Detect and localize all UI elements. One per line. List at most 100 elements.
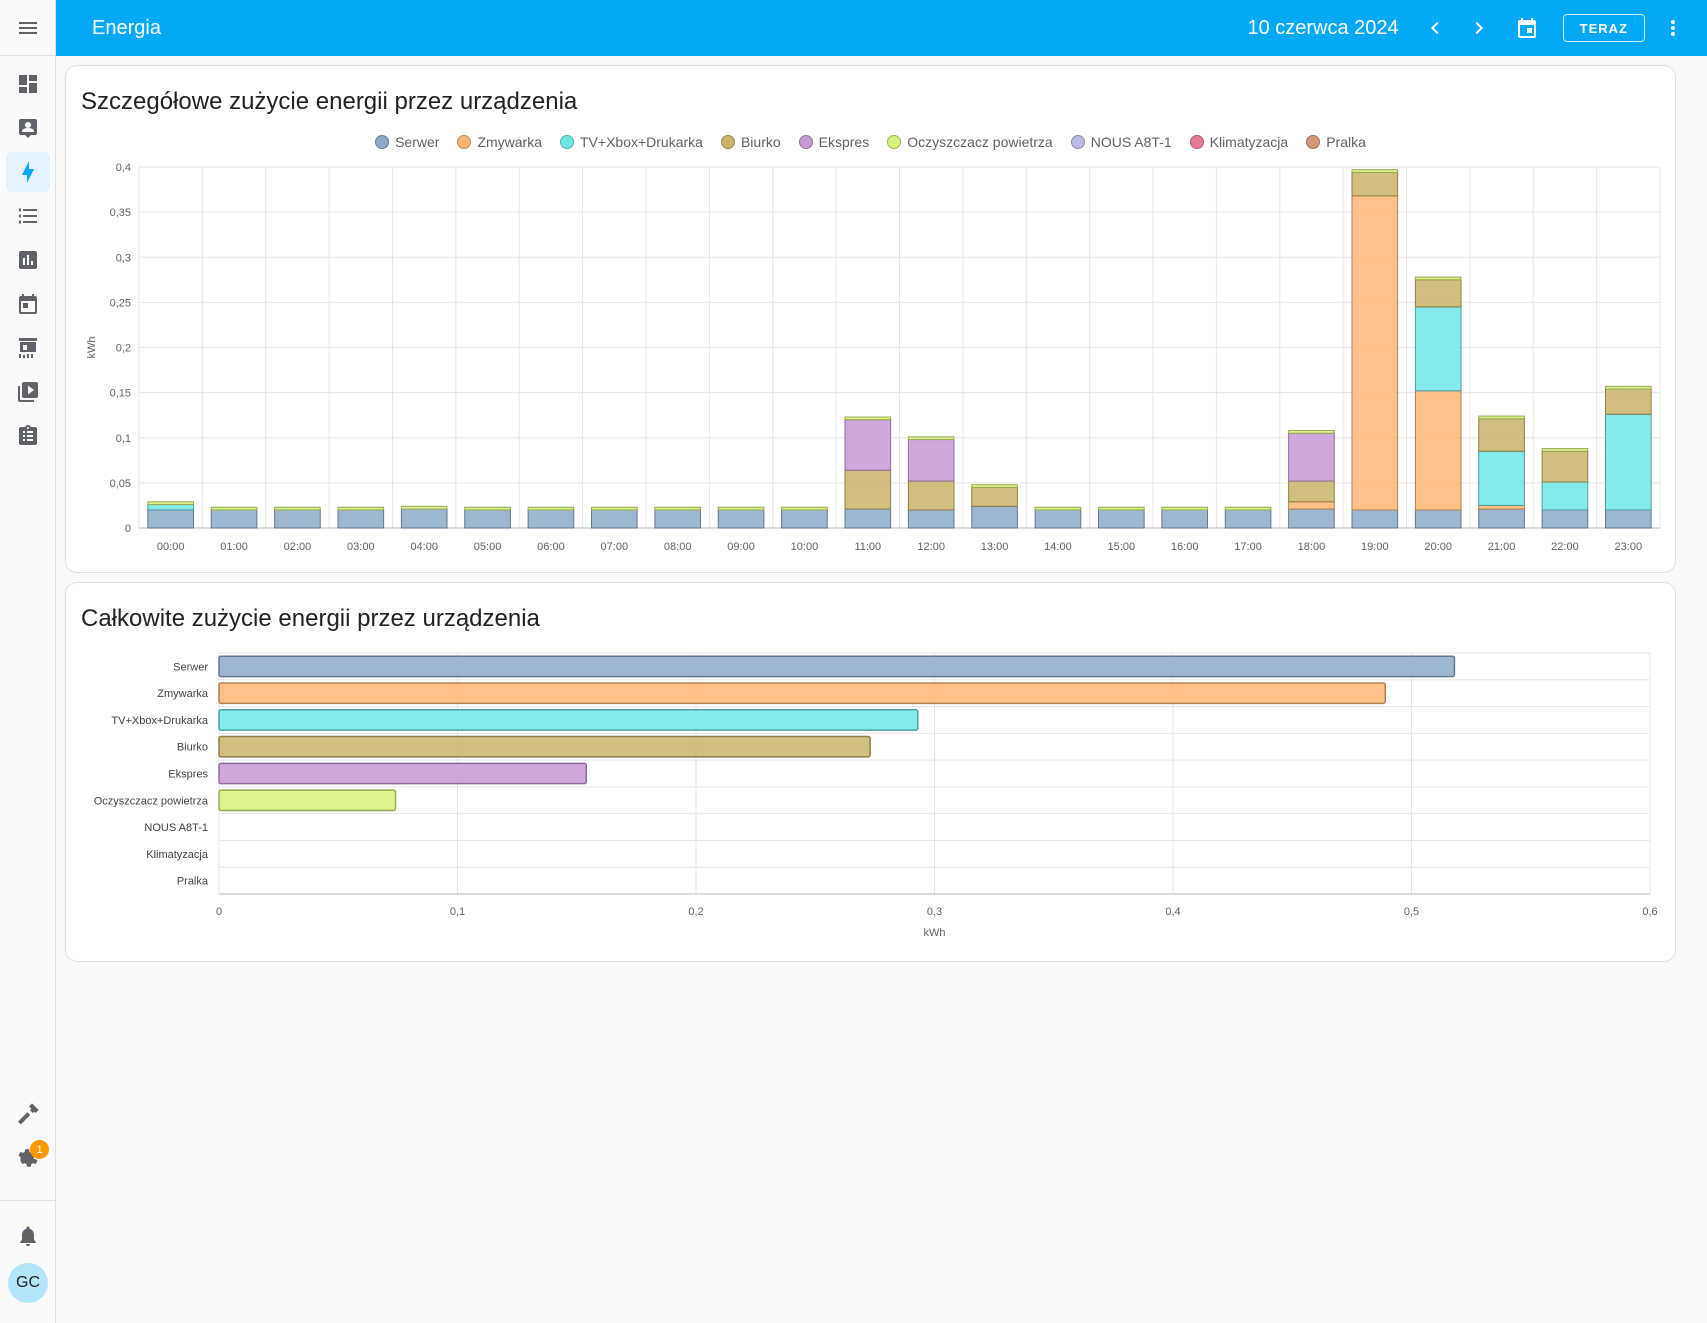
bar-oczyszczacz-powietrza-2100[interactable]	[1478, 415, 1525, 420]
bar-tv-xbox-drukarka-0000[interactable]	[147, 504, 195, 511]
bar-oczyszczacz-powietrza-0500[interactable]	[464, 506, 511, 511]
bar-biurko-1100[interactable]	[844, 469, 892, 510]
bar-serwer-1500[interactable]	[1097, 509, 1145, 529]
bar-oczyszczacz-powietrza-1500[interactable]	[1097, 506, 1145, 511]
bar-oczyszczacz-powietrza-1400[interactable]	[1034, 506, 1082, 511]
now-button[interactable]: TERAZ	[1562, 14, 1645, 42]
sidebar-item-developer-tools[interactable]	[6, 1094, 50, 1134]
bar-serwer-1600[interactable]	[1161, 509, 1209, 529]
bar-zmywarka-2100[interactable]	[1478, 504, 1525, 510]
bar-ekspres[interactable]	[218, 762, 588, 785]
next-period-button[interactable]	[1457, 6, 1501, 50]
sidebar-item-map[interactable]	[6, 108, 50, 148]
bar-oczyszczacz-powietrza-2200[interactable]	[1541, 448, 1589, 452]
bar-serwer-0400[interactable]	[400, 508, 448, 529]
bar-oczyszczacz-powietrza-1700[interactable]	[1224, 506, 1272, 511]
user-avatar[interactable]: GC	[8, 1263, 48, 1303]
bar-serwer-0500[interactable]	[464, 509, 511, 529]
bar-zmywarka-1900[interactable]	[1351, 195, 1399, 511]
legend-item-zmywarka[interactable]: Zmywarka	[457, 134, 542, 150]
bar-serwer[interactable]	[218, 655, 1456, 678]
bar-oczyszczacz-powietrza-1100[interactable]	[844, 416, 892, 421]
bar-oczyszczacz-powietrza-0400[interactable]	[400, 505, 448, 510]
bar-oczyszczacz-powietrza-1200[interactable]	[907, 436, 955, 441]
bar-serwer-2200[interactable]	[1541, 509, 1589, 529]
legend-item-tv-xbox-drukarka[interactable]: TV+Xbox+Drukarka	[560, 134, 703, 150]
bar-tv-xbox-drukarka-2200[interactable]	[1541, 481, 1589, 511]
bar-serwer-1200[interactable]	[907, 509, 955, 529]
legend-item-klimatyzacja[interactable]: Klimatyzacja	[1189, 134, 1288, 150]
legend-item-serwer[interactable]: Serwer	[375, 134, 439, 150]
overflow-menu-button[interactable]	[1651, 6, 1695, 50]
bar-oczyszczacz-powietrza-0700[interactable]	[590, 506, 638, 511]
bar-serwer-1900[interactable]	[1351, 509, 1399, 529]
bar-tv-xbox-drukarka-2000[interactable]	[1414, 306, 1462, 392]
bar-zmywarka[interactable]	[218, 682, 1387, 705]
sidebar-item-logbook[interactable]	[6, 196, 50, 236]
bar-oczyszczacz-powietrza-0300[interactable]	[337, 506, 385, 511]
bar-serwer-2000[interactable]	[1414, 509, 1462, 529]
legend-item-ekspres[interactable]: Ekspres	[798, 134, 869, 150]
bar-serwer-1100[interactable]	[844, 508, 892, 529]
bar-biurko[interactable]	[218, 735, 871, 758]
bar-serwer-0000[interactable]	[147, 509, 195, 529]
date-picker-button[interactable]	[1505, 6, 1549, 50]
bar-tv-xbox-drukarka-2100[interactable]	[1478, 450, 1525, 506]
bar-oczyszczacz-powietrza[interactable]	[218, 789, 397, 812]
bar-serwer-1800[interactable]	[1288, 508, 1335, 529]
sidebar-item-settings[interactable]: 1	[6, 1138, 50, 1178]
bar-serwer-0100[interactable]	[210, 509, 258, 529]
bar-oczyszczacz-powietrza-1300[interactable]	[971, 484, 1018, 488]
bar-oczyszczacz-powietrza-2000[interactable]	[1414, 276, 1462, 281]
bar-oczyszczacz-powietrza-0900[interactable]	[717, 506, 765, 511]
bar-biurko-1300[interactable]	[971, 486, 1018, 507]
bar-ekspres-1800[interactable]	[1288, 432, 1335, 482]
bar-oczyszczacz-powietrza-0800[interactable]	[654, 506, 702, 511]
sidebar-item-calendar[interactable]	[6, 284, 50, 324]
sidebar-item-media[interactable]	[6, 372, 50, 412]
previous-period-button[interactable]	[1413, 6, 1457, 50]
bar-oczyszczacz-powietrza-0100[interactable]	[210, 506, 258, 511]
bar-oczyszczacz-powietrza-0000[interactable]	[147, 501, 195, 506]
bar-serwer-0700[interactable]	[590, 509, 638, 529]
sidebar-item-energy[interactable]	[6, 152, 50, 192]
bar-zmywarka-1800[interactable]	[1288, 501, 1335, 510]
sidebar-item-hacs[interactable]	[6, 328, 50, 368]
bar-biurko-1900[interactable]	[1351, 171, 1399, 197]
legend-item-nous-a8t-1[interactable]: NOUS A8T-1	[1070, 134, 1172, 150]
bar-biurko-2200[interactable]	[1541, 450, 1589, 483]
bar-biurko-1800[interactable]	[1288, 480, 1335, 503]
bar-serwer-1400[interactable]	[1034, 509, 1082, 529]
bar-serwer-1700[interactable]	[1224, 509, 1272, 529]
bar-serwer-0300[interactable]	[337, 509, 385, 529]
bar-tv-xbox-drukarka[interactable]	[218, 709, 919, 731]
sidebar-item-overview[interactable]	[6, 64, 50, 104]
bar-serwer-0200[interactable]	[274, 509, 321, 529]
bar-oczyszczacz-powietrza-1600[interactable]	[1161, 506, 1209, 511]
bar-ekspres-1100[interactable]	[844, 419, 892, 471]
bar-oczyszczacz-powietrza-1800[interactable]	[1288, 430, 1335, 434]
bar-serwer-1300[interactable]	[971, 505, 1018, 529]
bar-biurko-2300[interactable]	[1604, 388, 1652, 415]
sidebar-item-todo[interactable]	[6, 416, 50, 456]
bar-serwer-0800[interactable]	[654, 509, 702, 529]
bar-serwer-1000[interactable]	[781, 509, 828, 529]
bar-oczyszczacz-powietrza-1000[interactable]	[781, 506, 828, 511]
bar-oczyszczacz-powietrza-1900[interactable]	[1351, 169, 1399, 173]
bar-zmywarka-2000[interactable]	[1414, 390, 1462, 511]
bar-oczyszczacz-powietrza-2300[interactable]	[1604, 385, 1652, 390]
bar-biurko-2100[interactable]	[1478, 418, 1525, 452]
bar-biurko-2000[interactable]	[1414, 279, 1462, 308]
bar-serwer-0900[interactable]	[717, 509, 765, 529]
sidebar-item-notifications[interactable]	[6, 1216, 50, 1256]
bar-oczyszczacz-powietrza-0200[interactable]	[274, 506, 321, 511]
bar-serwer-0600[interactable]	[527, 509, 575, 529]
bar-tv-xbox-drukarka-2300[interactable]	[1604, 413, 1652, 511]
bar-serwer-2100[interactable]	[1478, 508, 1525, 529]
sidebar-item-history[interactable]	[6, 240, 50, 280]
bar-ekspres-1200[interactable]	[907, 439, 955, 482]
bar-oczyszczacz-powietrza-0600[interactable]	[527, 506, 575, 511]
legend-item-biurko[interactable]: Biurko	[720, 134, 781, 150]
legend-item-oczyszczacz-powietrza[interactable]: Oczyszczacz powietrza	[887, 134, 1053, 150]
bar-biurko-1200[interactable]	[907, 480, 955, 511]
